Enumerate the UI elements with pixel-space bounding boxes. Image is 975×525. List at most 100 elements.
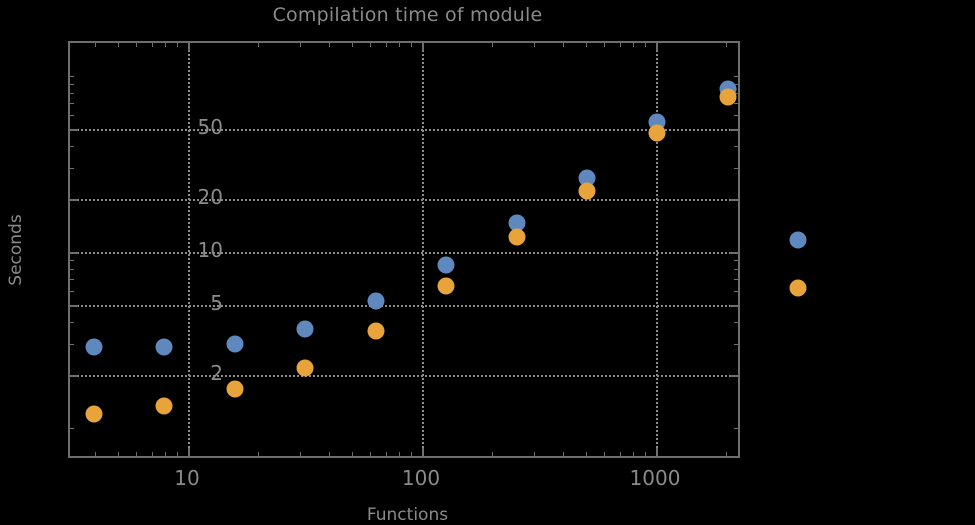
data-point: [789, 231, 807, 249]
x-tick: [94, 42, 96, 47]
y-tick: [69, 252, 78, 254]
x-tick: [411, 452, 413, 457]
y-tick: [69, 344, 74, 345]
x-tick: [585, 452, 587, 457]
y-tick: [69, 269, 74, 271]
y-tick: [734, 76, 739, 78]
y-tick: [69, 168, 74, 170]
x-tick: [151, 452, 153, 457]
x-tick: [188, 42, 190, 51]
x-tick: [645, 452, 647, 457]
x-tick: [656, 42, 658, 51]
x-tick: [328, 42, 330, 47]
x-tick: [604, 42, 606, 47]
x-tick: [656, 448, 658, 457]
x-tick: [385, 42, 387, 47]
x-tick-label: 10: [174, 466, 200, 490]
x-tick: [562, 452, 564, 457]
y-tick: [734, 427, 739, 429]
x-tick: [645, 42, 647, 47]
x-tick: [604, 452, 606, 457]
x-tick: [370, 42, 372, 47]
x-tick: [177, 452, 179, 457]
y-tick: [734, 279, 739, 281]
y-tick-label: 20: [197, 185, 223, 210]
x-tick: [299, 42, 301, 47]
y-tick: [730, 252, 739, 254]
x-tick: [422, 448, 424, 457]
x-tick: [492, 452, 494, 457]
y-tick: [734, 84, 739, 86]
x-axis-title: Functions: [366, 505, 449, 525]
y-axis-title: Seconds: [6, 214, 26, 286]
gridline-horizontal: [70, 199, 738, 202]
y-tick: [734, 115, 739, 117]
y-tick: [734, 291, 739, 293]
y-tick: [734, 146, 739, 148]
y-tick: [734, 103, 739, 105]
x-tick: [136, 42, 138, 47]
x-tick: [188, 448, 190, 457]
y-tick: [69, 115, 74, 117]
gridline-horizontal: [70, 129, 738, 131]
y-tick: [734, 260, 739, 262]
x-tick: [726, 42, 728, 47]
x-tick: [726, 452, 728, 457]
y-tick: [69, 76, 74, 78]
gridline-vertical: [188, 43, 190, 456]
y-tick-label: 50: [197, 115, 223, 139]
x-tick-label: 1000: [629, 466, 681, 490]
chart-title: Compilation time of module: [272, 4, 543, 26]
y-tick: [69, 146, 74, 148]
y-tick-label: 10: [197, 238, 223, 262]
y-tick: [69, 304, 78, 307]
y-tick: [69, 260, 74, 262]
y-tick: [69, 199, 78, 202]
x-tick: [633, 42, 635, 47]
y-tick: [69, 129, 78, 131]
y-tick: [69, 103, 74, 105]
x-tick: [399, 452, 401, 457]
gridline-vertical: [422, 43, 424, 456]
y-tick: [69, 291, 74, 293]
x-tick: [422, 42, 424, 51]
x-tick: [117, 42, 119, 47]
x-tick: [258, 452, 260, 457]
data-point: [789, 279, 807, 297]
x-tick: [258, 42, 260, 47]
x-tick: [585, 42, 587, 47]
x-tick: [351, 42, 353, 47]
x-tick: [385, 452, 387, 457]
y-tick: [69, 93, 74, 95]
y-tick: [730, 129, 739, 131]
y-tick: [734, 322, 739, 324]
x-tick: [619, 452, 621, 457]
x-tick: [177, 42, 179, 47]
x-tick: [94, 452, 96, 457]
x-tick: [299, 452, 301, 457]
x-tick: [117, 452, 119, 457]
x-tick: [562, 42, 564, 47]
y-tick: [69, 427, 74, 429]
y-tick: [69, 375, 78, 377]
x-tick: [633, 452, 635, 457]
y-tick: [734, 269, 739, 271]
x-tick: [411, 42, 413, 47]
gridline-vertical: [656, 43, 658, 456]
x-tick-label: 100: [401, 466, 441, 490]
x-tick: [165, 42, 167, 47]
x-tick: [492, 42, 494, 47]
gridline-horizontal: [70, 304, 738, 307]
y-tick: [730, 304, 739, 307]
x-tick: [328, 452, 330, 457]
x-tick: [619, 42, 621, 47]
y-tick: [69, 322, 74, 324]
y-tick: [730, 375, 739, 377]
x-tick: [533, 452, 535, 457]
gridline-horizontal: [70, 375, 738, 377]
gridline-horizontal: [70, 252, 738, 254]
x-tick: [370, 452, 372, 457]
y-tick: [734, 344, 739, 345]
y-tick: [69, 84, 74, 86]
